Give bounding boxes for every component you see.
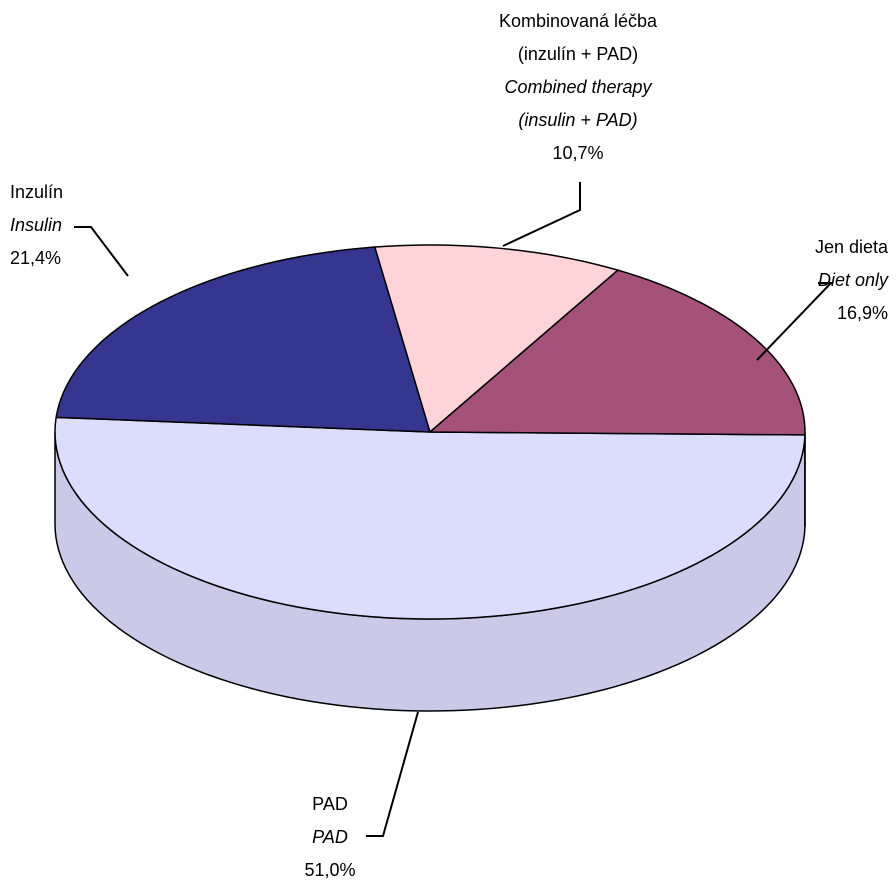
pie-slice	[374, 244, 619, 433]
slice-label: Inzulín	[10, 182, 63, 202]
slice-label: Jen dieta	[815, 237, 889, 257]
slice-label-en: PAD	[312, 827, 348, 847]
value-label: 21,4%	[10, 248, 61, 268]
slice-label-en: Insulin	[10, 215, 62, 235]
pie-slice	[54, 416, 806, 620]
value-label: 10,7%	[552, 143, 603, 163]
value-label: 51,0%	[304, 860, 355, 880]
leader-line	[756, 282, 834, 361]
slice-label-en: Diet only	[818, 270, 889, 290]
slice-label-en: (insulin + PAD)	[518, 110, 637, 130]
pie-slice	[429, 269, 806, 436]
leader-line	[74, 226, 129, 277]
slice-label: Kombinovaná léčba	[499, 11, 658, 31]
pie-tops	[54, 244, 806, 620]
pie-slice	[55, 246, 431, 433]
leader-line	[502, 182, 581, 247]
slice-label-en: Combined therapy	[504, 77, 652, 97]
slice-label: (inzulín + PAD)	[518, 44, 638, 64]
leader-line	[366, 711, 419, 837]
value-label: 16,9%	[837, 303, 888, 323]
slice-label: PAD	[312, 794, 348, 814]
